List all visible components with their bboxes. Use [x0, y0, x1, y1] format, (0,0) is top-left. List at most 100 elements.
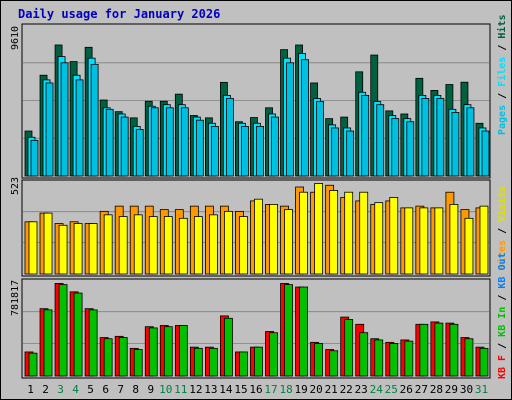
legend-sites-visits: Sites / Visits	[496, 186, 508, 270]
day-label: 8	[132, 383, 139, 396]
day-label: 9	[147, 383, 154, 396]
day-label: 2	[42, 383, 49, 396]
day-label: 4	[72, 383, 79, 396]
bar-pages	[451, 112, 460, 177]
day-label: 14	[219, 383, 233, 396]
bar-visits	[344, 191, 354, 275]
bar-kb-in	[43, 309, 53, 377]
bar-kb-in	[208, 347, 218, 377]
bar-visits	[103, 214, 113, 275]
chart-bars	[23, 44, 490, 377]
bar-kb-in	[479, 347, 489, 377]
bar-visits	[419, 207, 429, 275]
day-label: 20	[309, 383, 322, 396]
bar-pages	[241, 125, 249, 177]
bar-kb-in	[133, 349, 143, 377]
bar-kb-in	[88, 309, 98, 377]
bar-pages	[30, 139, 39, 177]
day-labels: 1 2 3 4 5 6 7 8 9 10 11 12 13 14 15 16 17 18 19 20 21 22 23 24 2…	[27, 383, 488, 396]
kb-ymax-label: 781817	[10, 280, 21, 316]
legend-files: Files	[496, 57, 508, 87]
bar-pages	[376, 104, 385, 177]
bar-kb-in	[299, 286, 308, 377]
bar-kb-in	[374, 339, 384, 377]
bar-visits	[224, 210, 233, 275]
day-label: 7	[117, 383, 124, 396]
bar-kb-in	[239, 351, 248, 377]
day-label: 6	[102, 383, 109, 396]
bar-kb-in	[284, 284, 293, 377]
bar-kb-in	[389, 343, 399, 377]
legend-visits: Visits	[496, 186, 508, 222]
bar-pages	[346, 130, 355, 177]
bar-kb-in	[314, 343, 324, 377]
bar-pages	[406, 121, 415, 177]
bar-pages	[331, 127, 340, 177]
bar-visits	[118, 216, 128, 275]
bar-kb-in	[344, 319, 354, 377]
bar-kb-in	[224, 317, 233, 377]
bar-kb-in	[118, 337, 128, 377]
bar-kb-in	[434, 322, 444, 377]
bar-kb-in	[449, 323, 459, 377]
bar-visits	[359, 191, 369, 275]
bar-visits	[133, 214, 143, 275]
bar-visits	[58, 224, 68, 275]
legend-pages: Pages	[497, 105, 508, 135]
bar-visits	[479, 205, 489, 275]
day-label: 16	[249, 383, 262, 396]
legend-hits: Hits	[496, 15, 508, 39]
bar-visits	[374, 202, 384, 275]
day-label: 26	[400, 383, 413, 396]
bar-kb-in	[193, 347, 203, 377]
bar-pages	[286, 62, 294, 177]
legend-kbout: KB Out	[497, 252, 508, 288]
bar-kb-in	[404, 340, 414, 377]
bar-pages	[60, 62, 69, 177]
bar-pages	[301, 59, 309, 177]
day-label: 11	[174, 383, 187, 396]
day-label: 24	[370, 383, 384, 396]
bar-pages	[421, 98, 430, 177]
bar-pages	[120, 116, 129, 177]
day-label: 28	[430, 383, 443, 396]
sites-ymax-label: 523	[10, 177, 21, 195]
day-label: 12	[189, 383, 202, 396]
legend-kbf: KB F	[497, 355, 508, 379]
bar-visits	[389, 197, 399, 275]
legend-sep-2: /	[497, 45, 508, 51]
bar-kb-in	[178, 325, 188, 377]
bar-visits	[434, 207, 444, 275]
bar-kb-in	[73, 292, 83, 377]
legend-sep-4: /	[497, 343, 508, 349]
day-label: 15	[234, 383, 247, 396]
bar-visits	[43, 212, 53, 275]
bar-visits	[314, 183, 324, 275]
bar-visits	[404, 207, 414, 275]
bar-pages	[256, 125, 264, 177]
bar-visits	[178, 217, 188, 275]
day-label: 1	[27, 383, 34, 396]
bar-kb-in	[148, 327, 158, 377]
legend-sep-5: /	[497, 295, 508, 301]
bar-visits	[163, 216, 173, 275]
bar-visits	[449, 203, 459, 275]
bar-kb-in	[254, 346, 263, 377]
day-label: 22	[340, 383, 353, 396]
legend-sites: Sites	[496, 240, 508, 270]
bar-visits	[28, 221, 38, 275]
bar-kb-in	[464, 338, 474, 377]
bar-pages	[436, 98, 445, 177]
bar-visits	[269, 203, 278, 275]
bar-visits	[284, 209, 293, 275]
day-label: 17	[264, 383, 277, 396]
hits-ymax-label: 9610	[10, 26, 21, 50]
bar-pages	[271, 116, 279, 177]
day-label: 18	[279, 383, 292, 396]
bar-pages	[466, 107, 475, 177]
day-label: 13	[204, 383, 217, 396]
legend-hits-files-pages: Pages / Files / Hits	[496, 15, 508, 136]
bar-kb-in	[419, 323, 429, 377]
bar-visits	[299, 191, 308, 275]
bar-kb-in	[58, 284, 68, 377]
